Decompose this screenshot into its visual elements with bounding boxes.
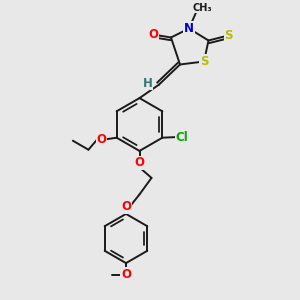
Text: S: S xyxy=(224,29,233,42)
Text: O: O xyxy=(121,268,131,281)
Text: H: H xyxy=(143,76,152,90)
Text: O: O xyxy=(122,200,132,214)
Text: S: S xyxy=(200,55,208,68)
Text: O: O xyxy=(134,156,145,170)
Text: N: N xyxy=(184,22,194,35)
Text: CH₃: CH₃ xyxy=(192,3,212,13)
Text: O: O xyxy=(97,133,106,146)
Text: O: O xyxy=(148,28,158,41)
Text: Cl: Cl xyxy=(175,130,188,144)
